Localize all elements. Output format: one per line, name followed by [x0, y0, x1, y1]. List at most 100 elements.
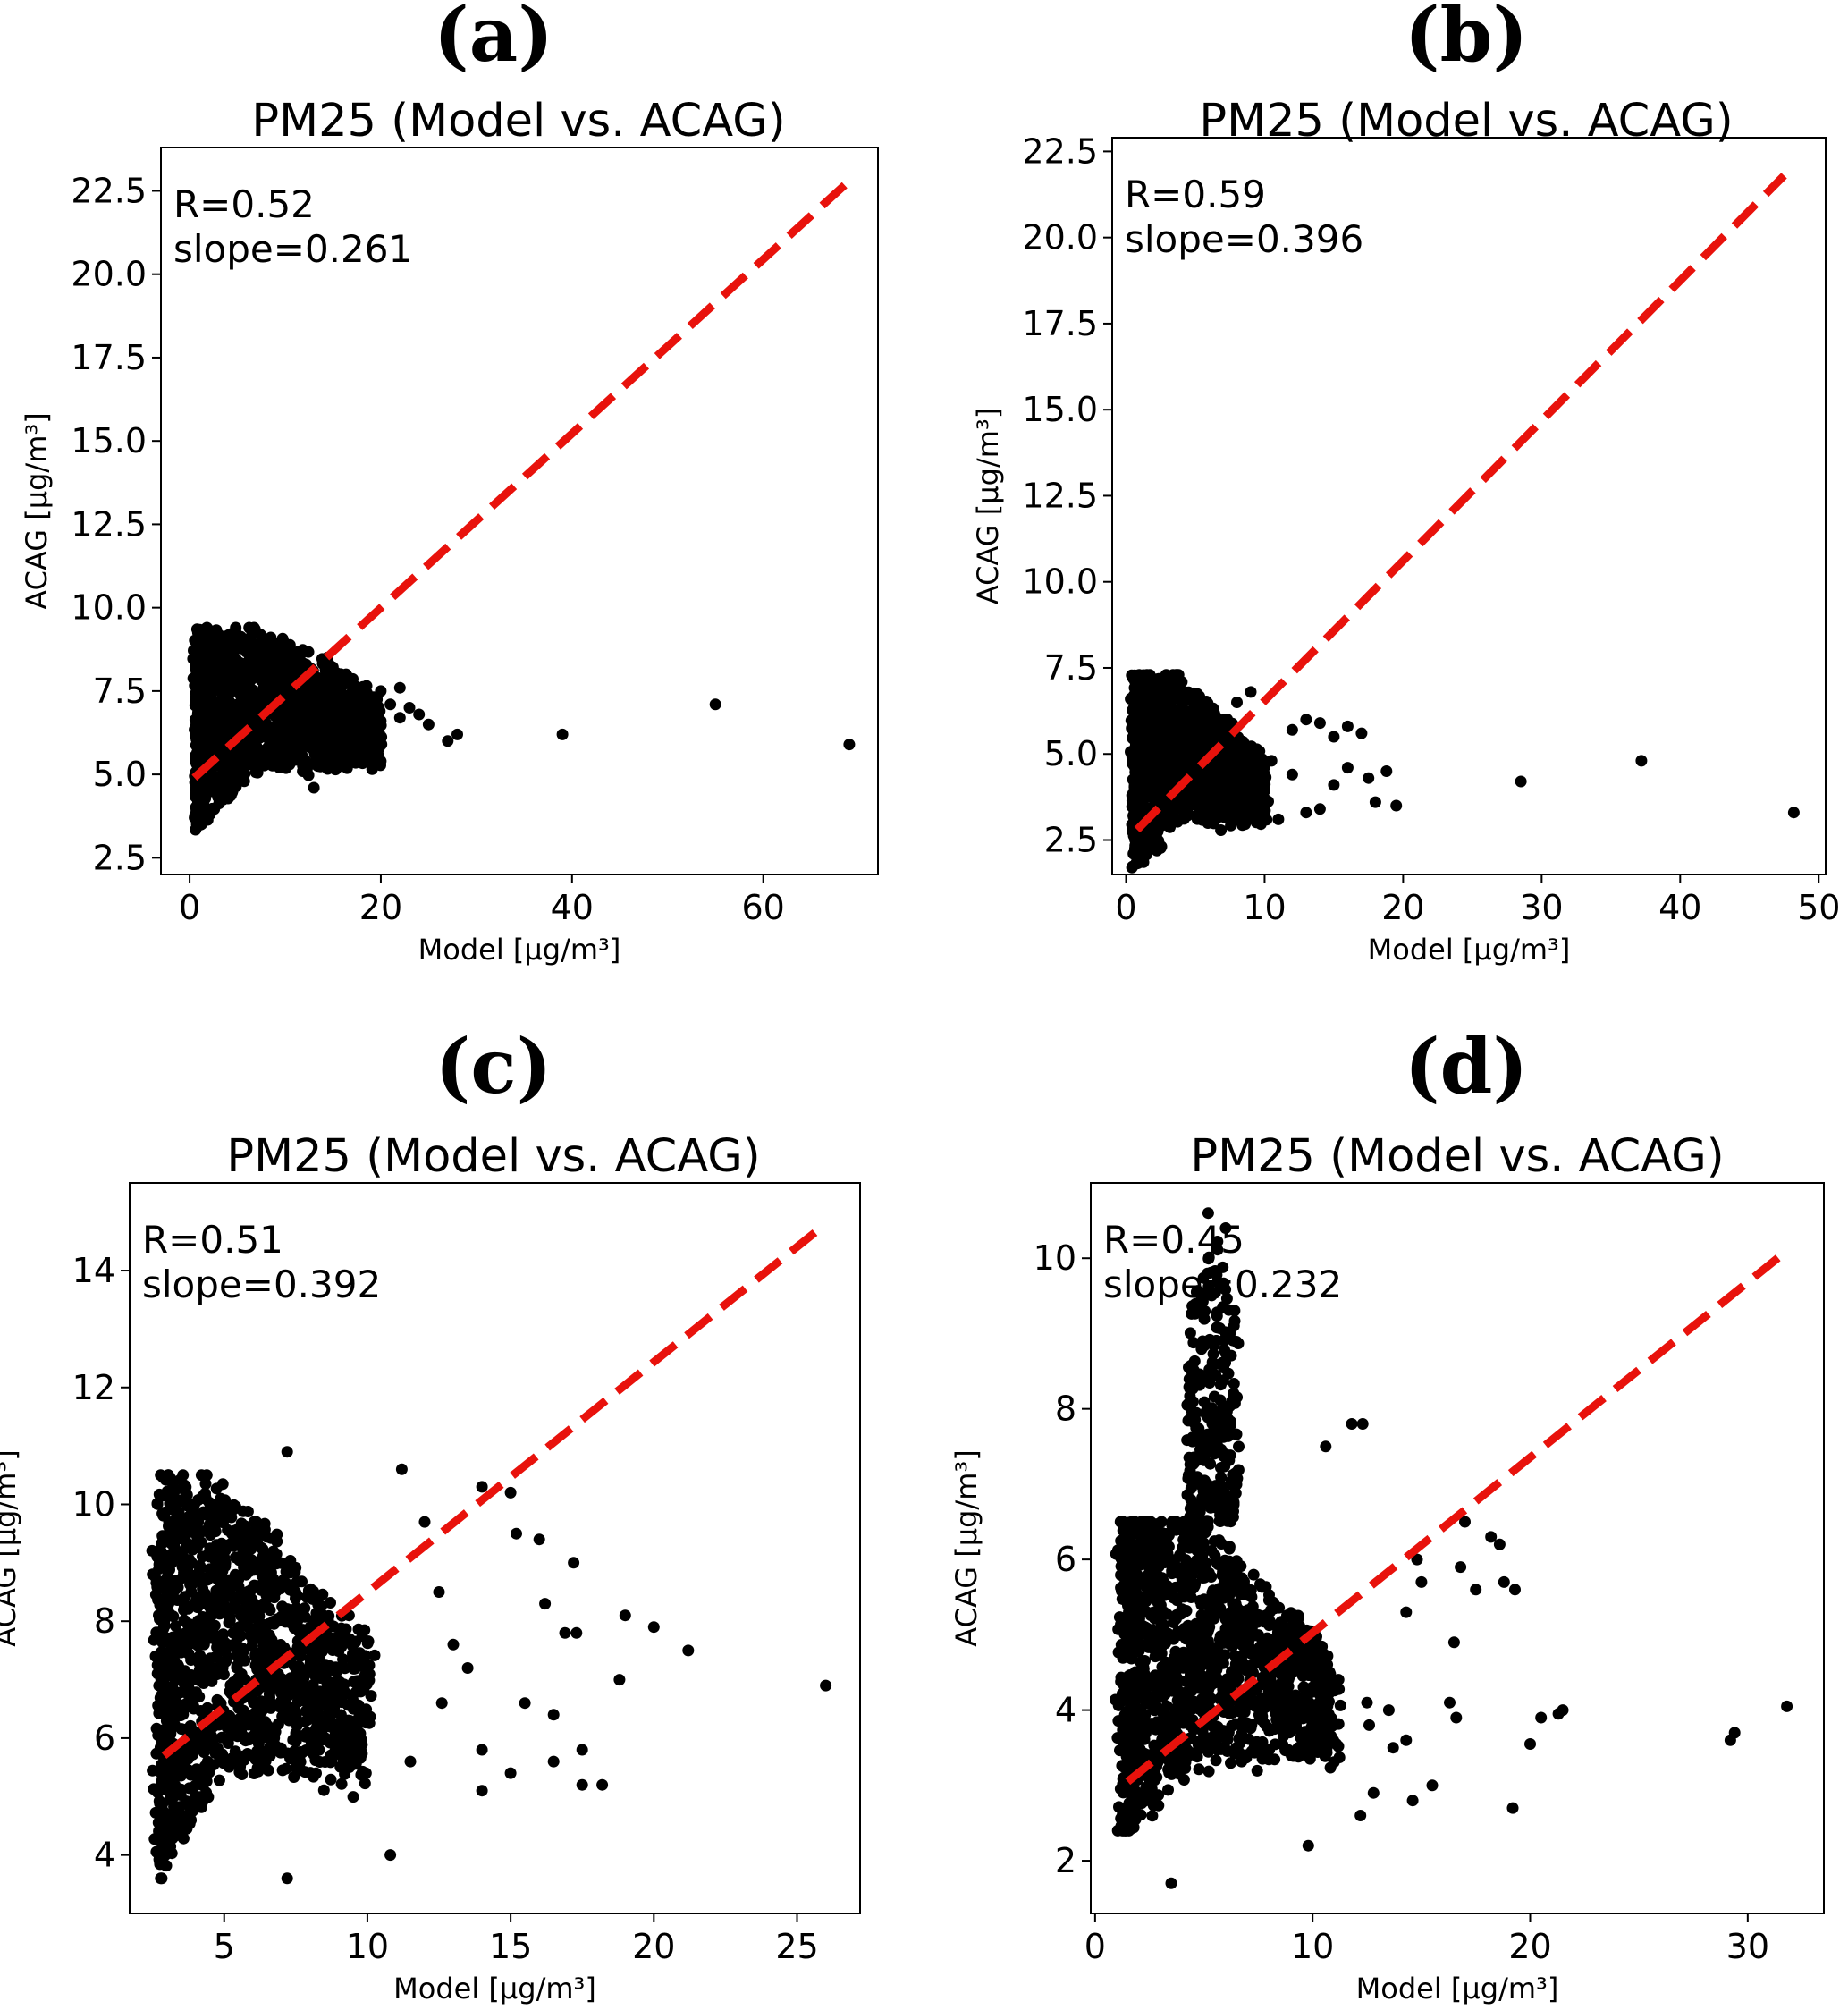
scatter-point: [1164, 819, 1177, 832]
scatter-point: [224, 1756, 237, 1769]
scatter-point: [237, 769, 249, 781]
scatter-point: [198, 1587, 211, 1600]
scatter-point: [161, 1470, 173, 1482]
scatter-point: [346, 685, 359, 697]
scatter-point: [165, 1795, 178, 1807]
scatter-point: [146, 1544, 158, 1557]
x-tick-label: 10: [346, 1927, 389, 1966]
scatter-point: [291, 1634, 304, 1647]
scatter-point: [306, 1697, 318, 1709]
scatter-point: [263, 1688, 275, 1701]
scatter-point: [325, 671, 338, 682]
scatter-point: [179, 1665, 191, 1677]
outlier-point: [1300, 807, 1312, 819]
scatter-point: [355, 1712, 367, 1724]
scatter-point: [297, 759, 309, 772]
scatter-point: [180, 1536, 192, 1548]
scatter-point: [207, 769, 219, 781]
scatter-point: [309, 1723, 322, 1736]
outlier-point: [356, 725, 368, 738]
regression-line: [161, 1220, 829, 1760]
outlier-point: [1390, 799, 1403, 812]
scatter-point: [198, 794, 210, 807]
scatter-point: [189, 1510, 201, 1523]
panel-a: (a)PM25 (Model vs. ACAG)0 20 40 602.55.07.5…: [20, 0, 879, 967]
scatter-point: [324, 705, 336, 717]
scatter-point: [1203, 794, 1216, 807]
scatter-point: [1126, 861, 1138, 874]
scatter-point: [148, 1570, 161, 1583]
scatter-point: [291, 1589, 303, 1601]
scatter-point: [339, 1662, 351, 1675]
x-tick-label: 60: [742, 888, 785, 927]
scatter-points: [146, 1446, 832, 1885]
scatter-point: [1128, 786, 1141, 798]
scatter-point: [200, 622, 213, 635]
scatter-point: [321, 1677, 333, 1690]
y-tick-label: 4: [94, 1836, 115, 1875]
scatter-point: [198, 1597, 211, 1609]
y-tick-label: 7.5: [1044, 648, 1098, 688]
scatter-point: [257, 1658, 270, 1670]
x-tick-label: 5: [214, 1927, 235, 1966]
scatter-point: [300, 1727, 313, 1739]
scatter-point: [1136, 690, 1149, 703]
outlier-point: [596, 1778, 609, 1791]
regression-line: [191, 177, 852, 781]
scatter-point: [257, 1543, 269, 1555]
scatter-point: [297, 1608, 309, 1620]
outlier-point: [1355, 727, 1368, 739]
scatter-point: [326, 661, 339, 673]
scatter-point: [328, 696, 341, 708]
scatter-point: [210, 624, 223, 637]
scatter-point: [335, 1622, 348, 1634]
scatter-point: [325, 1597, 336, 1609]
scatter-point: [263, 753, 274, 765]
scatter-point: [365, 1690, 377, 1702]
x-axis-label: Model [μg/m³]: [418, 933, 621, 967]
scatter-point: [264, 1556, 276, 1568]
scatter-point: [1260, 794, 1272, 807]
r-value: R=0.59: [1125, 173, 1266, 216]
scatter-point: [165, 1640, 178, 1652]
scatter-point: [262, 1764, 274, 1777]
scatter-point: [199, 1655, 212, 1668]
scatter-point: [220, 718, 232, 731]
panel-b: (b)PM25 (Model vs. ACAG)0 10 20 30 40 502.55.…: [971, 0, 1840, 967]
outlier-point: [327, 731, 339, 744]
scatter-point: [300, 727, 313, 739]
scatter-point: [152, 1729, 165, 1742]
scatter-point: [222, 1735, 234, 1747]
scatter-point: [314, 1756, 326, 1768]
scatter-point: [251, 1761, 264, 1774]
scatter-point: [162, 1662, 174, 1675]
scatter-point: [220, 773, 232, 786]
scatter-point: [320, 1701, 333, 1713]
outlier-point: [384, 1849, 397, 1862]
outlier-point: [1369, 796, 1381, 808]
scatter-point: [1194, 780, 1206, 792]
outlier-point: [1313, 717, 1326, 730]
outlier-point: [375, 755, 387, 767]
scatter-point: [230, 1539, 242, 1551]
scatter-point: [330, 1666, 342, 1678]
scatter-point: [213, 1645, 225, 1658]
scatter-point: [1182, 808, 1194, 821]
scatter-point: [267, 1588, 280, 1600]
scatter-point: [224, 666, 237, 679]
scatter-point: [166, 1503, 179, 1516]
scatter-point: [270, 676, 283, 688]
scatter-point: [1146, 1810, 1159, 1822]
scatter-point: [355, 1769, 367, 1781]
outlier-point: [1515, 775, 1527, 788]
scatter-point: [190, 728, 202, 740]
scatter-point: [332, 1691, 344, 1703]
y-tick-label: 14: [72, 1251, 115, 1290]
scatter-point: [307, 702, 319, 714]
outlier-point: [504, 1486, 517, 1499]
scatter-point: [361, 749, 374, 762]
scatter-point: [172, 1581, 184, 1593]
scatter-point: [193, 751, 205, 764]
outlier-point: [547, 1755, 560, 1768]
scatter-point: [1164, 776, 1177, 789]
